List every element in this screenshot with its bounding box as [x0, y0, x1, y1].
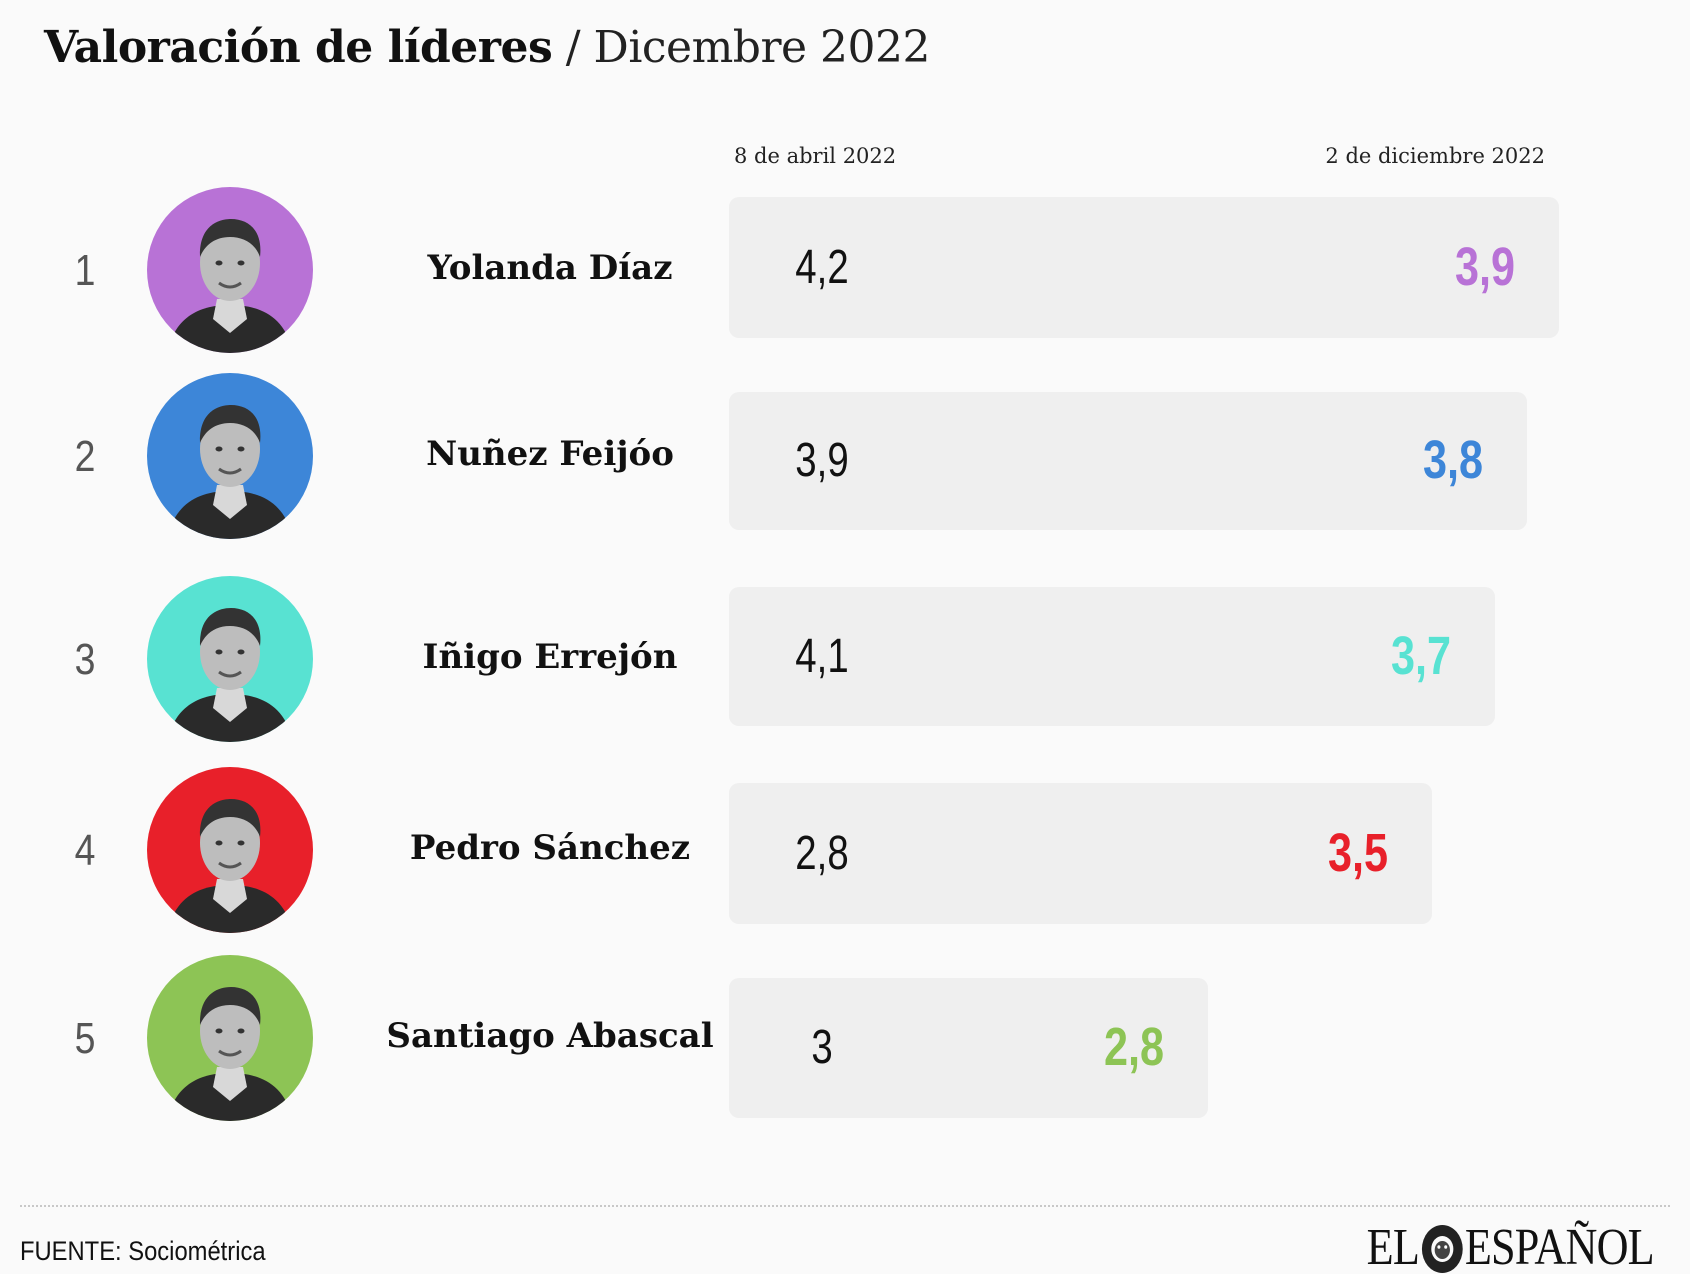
person-portrait-icon [167, 799, 293, 933]
chart-title: Valoración de líderes / Dicembre 2022 [44, 22, 931, 73]
rating-bar [729, 392, 1527, 530]
leader-photo [147, 373, 313, 539]
column-header-april: 8 de abril 2022 [734, 144, 897, 168]
leader-name: Yolanda Díaz [427, 248, 673, 288]
value-april: 3 [811, 1021, 833, 1074]
value-april: 4,2 [795, 240, 849, 294]
source-note: FUENTE: Sociométrica [20, 1236, 266, 1266]
person-portrait-icon [167, 405, 293, 539]
leader-name: Nuñez Feijóo [426, 434, 674, 474]
rank-number: 1 [74, 246, 96, 295]
leader-name: Iñigo Errejón [422, 637, 678, 677]
rating-bar [729, 978, 1208, 1118]
leader-photo [147, 955, 313, 1121]
person-portrait-icon [167, 987, 293, 1121]
value-december: 2,8 [1103, 1017, 1164, 1077]
value-december: 3,7 [1390, 625, 1451, 686]
value-december: 3,8 [1422, 430, 1483, 490]
value-december: 3,5 [1327, 822, 1388, 883]
leader-photo [147, 576, 313, 742]
leader-photo [147, 767, 313, 933]
rating-bar [729, 197, 1559, 338]
value-april: 4,1 [795, 629, 849, 683]
rating-bar [729, 587, 1495, 726]
leader-name: Santiago Abascal [386, 1016, 714, 1056]
rank-number: 4 [74, 826, 96, 875]
person-portrait-icon [167, 608, 293, 742]
el-espanol-logo: EL ESPAÑOL [1366, 1219, 1655, 1276]
rank-number: 5 [74, 1014, 96, 1063]
leader-name: Pedro Sánchez [409, 828, 691, 868]
divider [20, 1205, 1670, 1207]
column-header-december: 2 de diciembre 2022 [1325, 144, 1545, 168]
rank-number: 3 [74, 635, 96, 684]
rating-bar [729, 783, 1432, 924]
lion-icon [1421, 1224, 1463, 1273]
value-april: 3,9 [795, 434, 849, 487]
person-portrait-icon [167, 219, 293, 353]
rank-number: 2 [74, 432, 96, 481]
value-december: 3,9 [1454, 236, 1515, 297]
value-april: 2,8 [795, 826, 849, 880]
leader-photo [147, 187, 313, 353]
